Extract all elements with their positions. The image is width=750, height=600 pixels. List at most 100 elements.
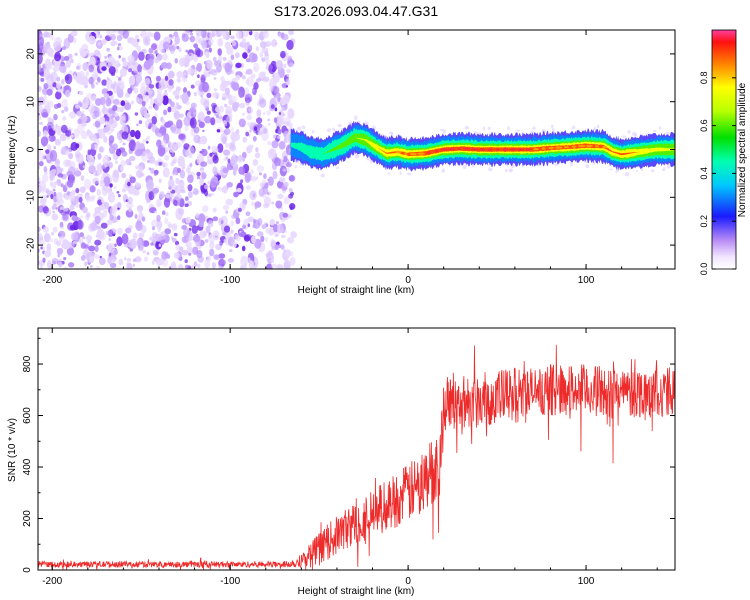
noise-speckle xyxy=(164,154,170,161)
noise-speckle xyxy=(52,210,55,214)
noise-speckle xyxy=(57,173,64,178)
noise-speckle xyxy=(94,245,99,253)
noise-speckle xyxy=(159,191,165,199)
snr-frame xyxy=(37,327,676,571)
noise-speckle xyxy=(247,216,255,223)
noise-speckle xyxy=(75,187,80,194)
noise-speckle xyxy=(184,125,189,132)
noise-speckle xyxy=(272,223,279,233)
signal-peak xyxy=(471,148,479,151)
noise-speckle xyxy=(128,75,136,86)
noise-speckle xyxy=(154,50,158,55)
noise-speckle xyxy=(147,89,153,95)
noise-speckle xyxy=(204,239,209,243)
noise-speckle xyxy=(40,136,49,147)
noise-speckle xyxy=(192,68,198,75)
noise-speckle xyxy=(271,201,274,205)
noise-speckle xyxy=(92,95,97,102)
signal-halo-speckle xyxy=(311,130,315,134)
noise-speckle xyxy=(119,68,128,77)
noise-speckle xyxy=(201,172,207,180)
noise-speckle xyxy=(170,261,177,269)
noise-speckle xyxy=(88,76,94,85)
noise-speckle xyxy=(264,236,269,243)
signal-peak xyxy=(525,148,531,151)
noise-speckle xyxy=(146,179,154,192)
noise-speckle xyxy=(198,121,205,128)
y-tick-label: -20 xyxy=(26,237,37,252)
noise-speckle xyxy=(223,149,231,156)
noise-speckle xyxy=(250,176,257,182)
noise-speckle xyxy=(116,227,123,235)
noise-speckle xyxy=(225,198,234,206)
noise-speckle xyxy=(194,47,201,57)
noise-speckle xyxy=(271,86,280,94)
noise-speckle xyxy=(218,55,223,62)
noise-speckle xyxy=(93,30,99,34)
noise-speckle xyxy=(212,56,217,62)
noise-speckle xyxy=(242,224,247,229)
noise-speckle xyxy=(43,226,49,233)
noise-speckle xyxy=(80,175,85,182)
noise-speckle xyxy=(229,144,236,152)
signal-peak xyxy=(479,148,486,151)
noise-speckle xyxy=(52,189,56,192)
noise-speckle xyxy=(97,199,103,206)
noise-speckle xyxy=(39,266,43,269)
snr-y-label: SNR (10 * v/v) xyxy=(7,418,18,482)
noise-speckle xyxy=(283,131,287,137)
signal-halo-speckle xyxy=(627,130,631,134)
noise-speckle xyxy=(134,130,141,140)
noise-speckle xyxy=(218,217,224,226)
noise-speckle xyxy=(85,93,94,106)
y-tick-label: 200 xyxy=(22,510,33,527)
noise-speckle xyxy=(188,191,193,199)
noise-speckle xyxy=(101,185,109,197)
signal-halo-speckle xyxy=(354,115,358,121)
noise-speckle xyxy=(156,53,163,62)
noise-speckle xyxy=(277,115,285,126)
noise-speckle xyxy=(99,116,106,124)
signal-halo-speckle xyxy=(550,124,554,129)
noise-speckle xyxy=(262,30,269,39)
noise-speckle xyxy=(237,207,242,212)
noise-speckle xyxy=(82,206,88,214)
noise-speckle xyxy=(266,263,273,269)
noise-speckle xyxy=(181,249,189,256)
noise-speckle xyxy=(78,238,81,243)
noise-speckle xyxy=(230,81,236,89)
noise-speckle xyxy=(241,75,246,80)
noise-speckle xyxy=(120,160,126,167)
signal-halo-speckle xyxy=(464,126,470,130)
noise-speckle xyxy=(95,265,101,269)
noise-speckle xyxy=(171,237,177,243)
noise-speckle xyxy=(255,147,259,152)
noise-speckle xyxy=(243,235,251,242)
y-tick-label: 800 xyxy=(22,355,33,372)
noise-speckle xyxy=(116,236,123,247)
noise-speckle xyxy=(138,207,143,214)
noise-speckle xyxy=(282,113,286,117)
noise-speckle xyxy=(127,55,135,63)
signal-halo-speckle xyxy=(366,158,371,161)
noise-speckle xyxy=(148,122,153,128)
noise-speckle xyxy=(142,240,150,247)
signal-peak xyxy=(404,152,408,155)
noise-speckle xyxy=(178,185,182,191)
noise-speckle xyxy=(91,144,95,150)
noise-speckle xyxy=(118,55,121,59)
noise-speckle xyxy=(242,52,248,59)
noise-speckle xyxy=(282,168,287,172)
noise-speckle xyxy=(208,38,214,46)
noise-speckle xyxy=(96,208,100,212)
noise-speckle xyxy=(116,34,122,42)
noise-speckle xyxy=(246,76,254,87)
noise-speckle xyxy=(112,98,120,105)
noise-speckle xyxy=(88,105,95,113)
noise-speckle xyxy=(199,177,205,186)
noise-speckle xyxy=(148,190,155,201)
y-tick-label: 0 xyxy=(22,567,33,573)
noise-speckle xyxy=(49,238,53,243)
noise-speckle xyxy=(85,194,91,203)
noise-speckle xyxy=(176,119,183,130)
